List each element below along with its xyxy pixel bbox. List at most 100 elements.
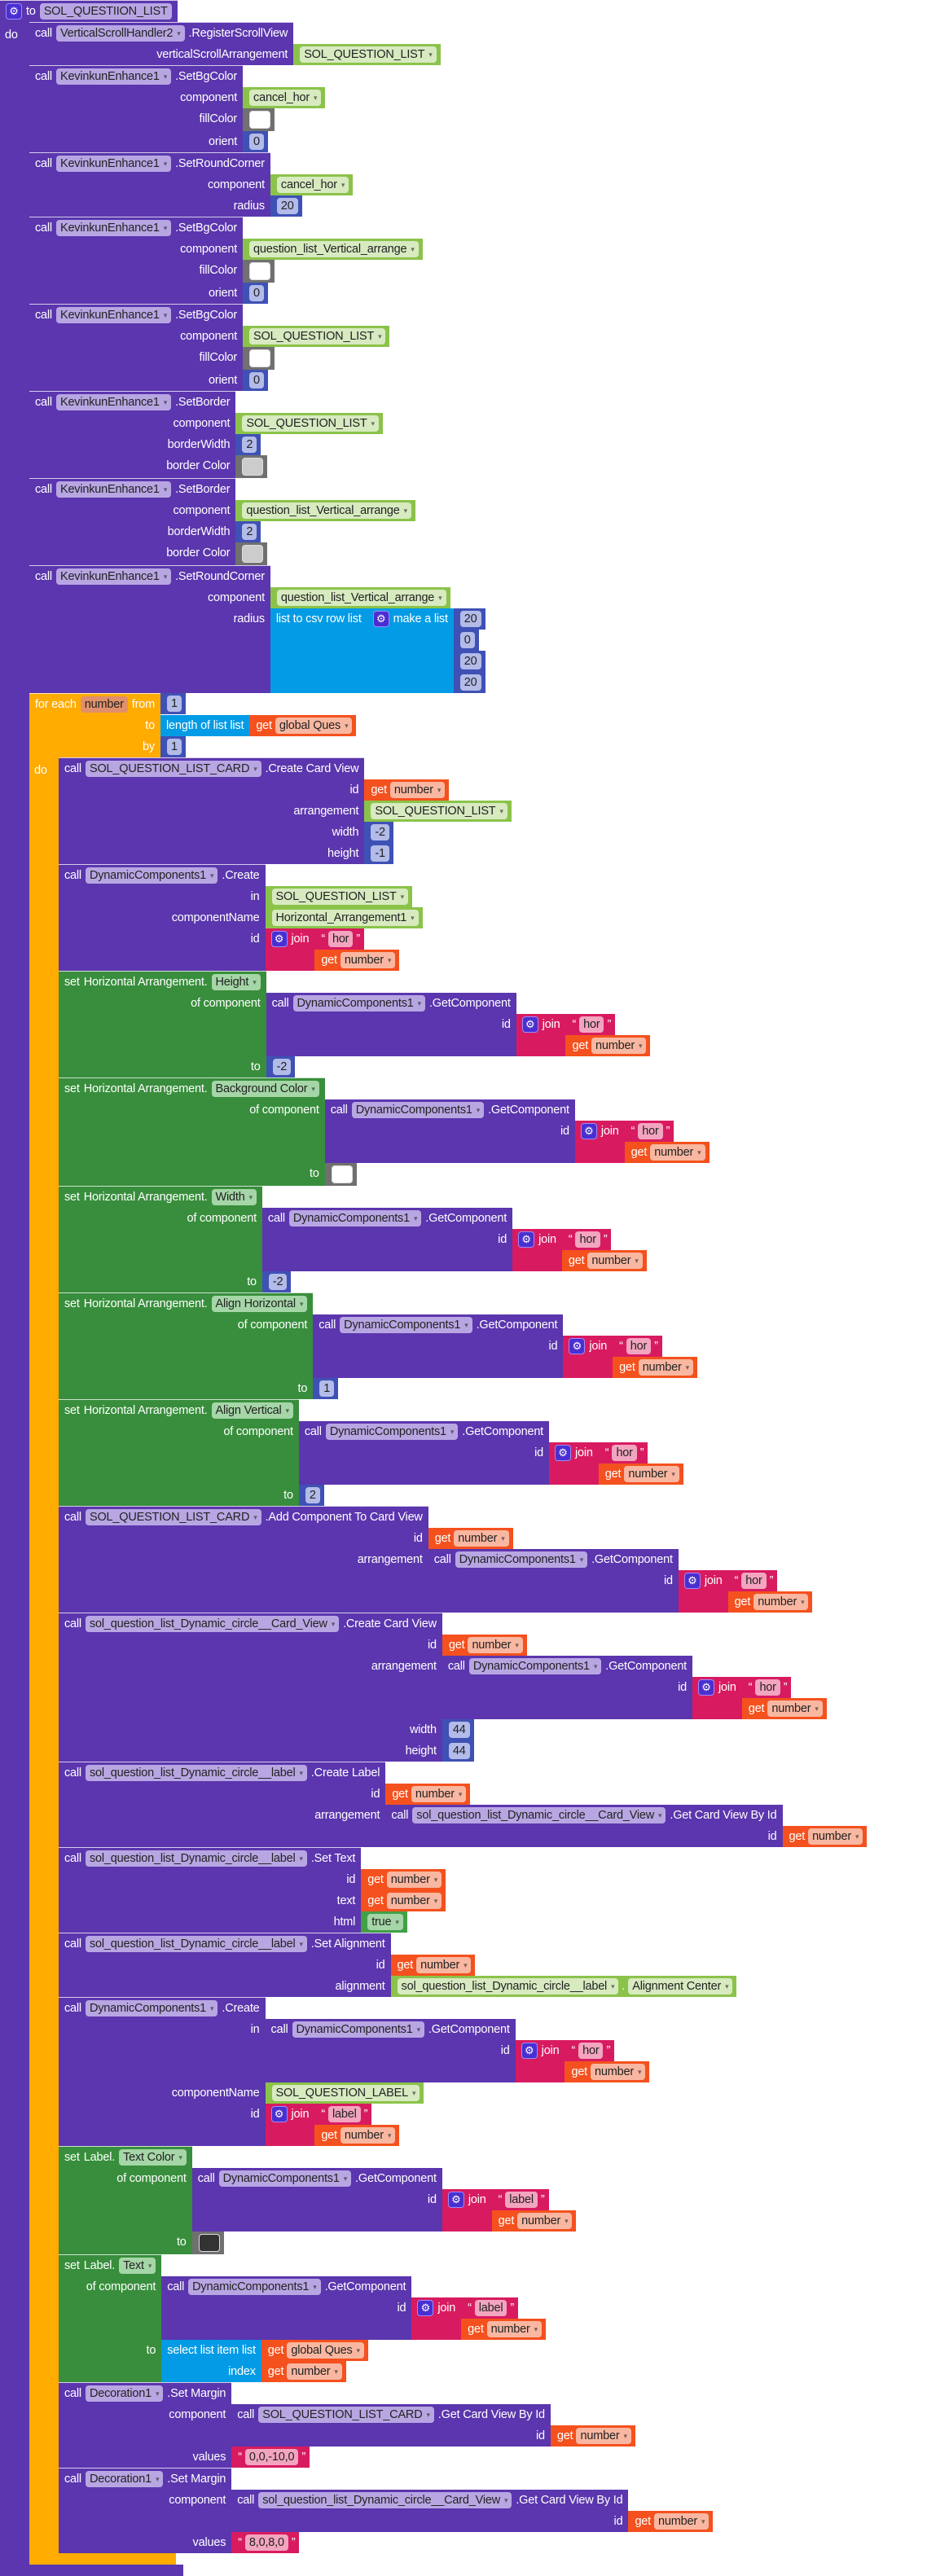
text-block[interactable]: “ hor ” — [727, 1570, 778, 1591]
number-block[interactable]: 2 — [298, 1485, 324, 1506]
call-value-block[interactable]: call DynamicComponents1 ▾ .GetComponent id ⚙ j… — [313, 1314, 697, 1378]
text-block[interactable]: “ 8,0,8,0 ” — [231, 2532, 300, 2553]
get-variable-block[interactable]: get number ▾ — [727, 1591, 813, 1613]
component-dropdown[interactable]: sol_question_list_Dynamic_circle__Card_V… — [258, 2492, 512, 2508]
component-dropdown[interactable]: KevinkunEnhance1 ▾ — [55, 68, 172, 85]
text-field[interactable]: 8,0,8,0 — [244, 2534, 288, 2551]
text-field[interactable]: hor — [578, 2043, 604, 2059]
call-value-block[interactable]: call DynamicComponents1 ▾ .GetComponent id ⚙ j… — [161, 2276, 546, 2340]
variable-dropdown[interactable]: global Ques ▾ — [275, 718, 353, 734]
gear-icon[interactable]: ⚙ — [372, 611, 389, 627]
number-field[interactable]: 20 — [276, 198, 298, 214]
join-block[interactable]: ⚙ join “label” get number ▾ — [265, 2104, 400, 2146]
component-dropdown[interactable]: KevinkunEnhance1 ▾ — [55, 568, 172, 585]
number-field[interactable]: -1 — [371, 845, 389, 862]
variable-dropdown[interactable]: number ▾ — [416, 1957, 472, 1973]
variable-dropdown[interactable]: number ▾ — [576, 2428, 631, 2444]
call-statement-block[interactable]: call sol_question_list_Dynamic_circle__la… — [59, 1847, 446, 1933]
color-block[interactable] — [243, 260, 275, 283]
procedure-name[interactable]: SOL_QUESTIION_LIST — [39, 3, 172, 20]
number-block[interactable]: -2 — [261, 1271, 292, 1292]
variable-dropdown[interactable]: number ▾ — [624, 1466, 679, 1482]
property-dropdown[interactable]: Width ▾ — [211, 1189, 257, 1205]
number-block[interactable]: 44 — [442, 1719, 474, 1740]
color-block[interactable] — [235, 542, 268, 565]
gear-icon[interactable]: ⚙ — [521, 2043, 538, 2059]
get-variable-block[interactable]: get number ▾ — [361, 1890, 446, 1911]
component-dropdown[interactable]: SOL_QUESTION_LIST ▾ — [271, 889, 408, 905]
color-block[interactable] — [243, 347, 275, 370]
color-block[interactable] — [235, 455, 268, 478]
variable-dropdown[interactable]: number ▾ — [591, 2064, 646, 2080]
component-dropdown[interactable]: cancel_hor ▾ — [249, 90, 322, 106]
number-block[interactable]: 20 — [270, 195, 302, 217]
color-swatch[interactable] — [249, 262, 271, 280]
join-block[interactable]: ⚙ join “hor” get number ▾ — [512, 1229, 647, 1271]
gear-icon[interactable]: ⚙ — [518, 1231, 535, 1248]
procedure-block[interactable]: ⚙ to SOL_QUESTIION_LIST do call VerticalScrol… — [0, 0, 868, 2576]
component-block[interactable]: SOL_QUESTION_LIST ▾ — [364, 801, 512, 822]
number-field[interactable]: -2 — [272, 1059, 292, 1075]
call-value-block[interactable]: call DynamicComponents1 ▾ .GetComponent id ⚙ j… — [298, 1421, 683, 1485]
call-statement-block[interactable]: call sol_question_list_Dynamic_circle__la… — [59, 1933, 737, 1997]
text-block[interactable]: “ label ” — [461, 2297, 519, 2319]
join-block[interactable]: ⚙ join “hor” get number ▾ — [563, 1336, 697, 1378]
join-block[interactable]: ⚙ join “hor” get number ▾ — [549, 1442, 683, 1485]
gear-icon[interactable]: ⚙ — [447, 2192, 464, 2208]
call-statement-block[interactable]: call DynamicComponents1 ▾ .Create in SOL_QUES… — [59, 864, 423, 971]
component-dropdown[interactable]: Horizontal_Arrangement1 ▾ — [271, 910, 419, 926]
text-block[interactable]: “ hor ” — [741, 1677, 792, 1698]
gear-icon[interactable]: ⚙ — [270, 2106, 288, 2122]
set-property-block[interactable]: set Horizontal Arrangement. Align Horizont… — [59, 1292, 697, 1399]
call-value-block[interactable]: call DynamicComponents1 ▾ .GetComponent id ⚙ j… — [191, 2168, 577, 2232]
property-dropdown[interactable]: Text Color ▾ — [119, 2149, 187, 2166]
number-field[interactable]: 20 — [459, 674, 481, 691]
property-dropdown[interactable]: Text ▾ — [119, 2258, 156, 2274]
join-block[interactable]: ⚙ join “hor” get number ▾ — [574, 1121, 710, 1163]
number-block[interactable]: 1 — [313, 1378, 339, 1399]
variable-dropdown[interactable]: number ▾ — [287, 2363, 342, 2380]
number-field[interactable]: -2 — [268, 1274, 288, 1290]
variable-dropdown[interactable]: number ▾ — [753, 1594, 809, 1610]
number-field[interactable]: 1 — [166, 696, 182, 712]
procedure-block-header[interactable]: ⚙ to SOL_QUESTIION_LIST — [0, 0, 178, 22]
component-dropdown[interactable]: DynamicComponents1 ▾ — [218, 2170, 352, 2187]
call-statement-block[interactable]: call DynamicComponents1 ▾ .Create in call Dyna… — [59, 1997, 650, 2146]
variable-dropdown[interactable]: number ▾ — [517, 2213, 573, 2229]
component-dropdown[interactable]: Decoration1 ▾ — [85, 2471, 164, 2487]
get-variable-block[interactable]: get number ▾ — [461, 2319, 546, 2340]
variable-dropdown[interactable]: number ▾ — [591, 1038, 647, 1054]
gear-icon[interactable]: ⚙ — [580, 1123, 597, 1139]
variable-dropdown[interactable]: number ▾ — [340, 2127, 396, 2144]
get-variable-block[interactable]: get number ▾ — [390, 1955, 476, 1976]
text-field[interactable]: label — [505, 2192, 538, 2208]
boolean-dropdown[interactable]: true ▾ — [367, 1914, 403, 1930]
number-block[interactable]: 1 — [160, 693, 186, 714]
text-field[interactable]: hor — [327, 931, 354, 947]
get-variable-block[interactable]: get number ▾ — [598, 1464, 683, 1485]
gear-icon[interactable]: ⚙ — [521, 1016, 538, 1033]
set-property-block[interactable]: set Horizontal Arrangement. Height ▾ of comp… — [59, 971, 651, 1077]
call-value-block[interactable]: call SOL_QUESTION_LIST_CARD ▾ .Get Card Vie… — [231, 2404, 635, 2447]
variable-dropdown[interactable]: number ▾ — [389, 782, 446, 798]
component-dropdown[interactable]: KevinkunEnhance1 ▾ — [55, 156, 172, 172]
get-variable-block[interactable]: get number ▾ — [442, 1635, 527, 1656]
call-statement-block[interactable]: call KevinkunEnhance1 ▾ .SetRoundCorner comp… — [29, 152, 354, 217]
number-field[interactable]: -2 — [371, 824, 389, 840]
get-variable-block[interactable]: get number ▾ — [565, 1035, 651, 1056]
text-field[interactable]: hor — [638, 1123, 663, 1139]
number-block[interactable]: 20 — [453, 608, 485, 630]
call-statement-block[interactable]: call KevinkunEnhance1 ▾ .SetBgColor componen… — [29, 217, 423, 304]
variable-dropdown[interactable]: number ▾ — [386, 1872, 442, 1888]
get-variable-block[interactable]: get number ▾ — [741, 1698, 827, 1719]
color-block[interactable] — [191, 2232, 224, 2254]
get-variable-block[interactable]: get number ▾ — [314, 2125, 400, 2146]
number-field[interactable]: 0 — [249, 285, 264, 301]
number-block[interactable]: 20 — [453, 672, 485, 693]
component-dropdown[interactable]: KevinkunEnhance1 ▾ — [55, 394, 172, 410]
component-dropdown[interactable]: SOL_QUESTION_LIST ▾ — [300, 46, 437, 63]
component-dropdown[interactable]: SOL_QUESTION_LIST_CARD ▾ — [258, 2407, 434, 2423]
color-swatch[interactable] — [198, 2234, 220, 2252]
component-dropdown[interactable]: sol_question_list_Dynamic_circle__label ▾ — [85, 1765, 307, 1781]
join-block[interactable]: ⚙ join “hor” get number ▾ — [678, 1570, 813, 1613]
